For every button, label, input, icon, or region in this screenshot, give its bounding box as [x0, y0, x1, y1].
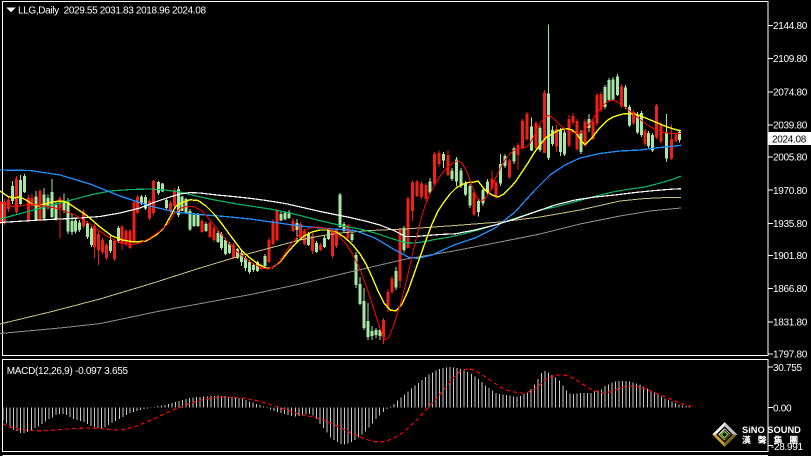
- svg-text:1935.80: 1935.80: [773, 219, 808, 230]
- svg-text:1831.80: 1831.80: [773, 317, 808, 328]
- svg-text:2005.80: 2005.80: [773, 153, 808, 164]
- svg-text:1797.80: 1797.80: [773, 350, 808, 361]
- svg-text:2074.80: 2074.80: [773, 87, 808, 98]
- svg-text:30.755: 30.755: [773, 363, 803, 374]
- svg-text:2109.80: 2109.80: [773, 54, 808, 65]
- svg-text:2024.08: 2024.08: [772, 134, 807, 145]
- svg-text:2144.80: 2144.80: [773, 21, 808, 32]
- svg-text:MACD(12,26,9) -0.097 3.655: MACD(12,26,9) -0.097 3.655: [7, 366, 129, 377]
- svg-text:1866.80: 1866.80: [773, 284, 808, 295]
- svg-text:0.00: 0.00: [773, 403, 792, 414]
- svg-text:SiNO SOUND: SiNO SOUND: [742, 425, 801, 435]
- svg-text:1901.80: 1901.80: [773, 251, 808, 262]
- svg-text:-28.991: -28.991: [771, 442, 804, 453]
- svg-text:漢聲集團: 漢聲集團: [742, 434, 805, 445]
- svg-text:2039.80: 2039.80: [773, 121, 808, 132]
- svg-text:LLG,Daily 2029.55 2031.83 201: LLG,Daily 2029.55 2031.83 2018.96 2024.0…: [18, 6, 206, 17]
- svg-text:1970.80: 1970.80: [773, 186, 808, 197]
